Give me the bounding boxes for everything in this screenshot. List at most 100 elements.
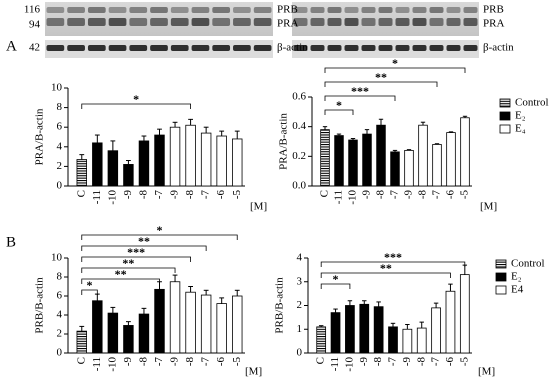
marker-label: 94 — [29, 19, 41, 31]
blot-band — [327, 7, 342, 13]
blot-band — [327, 45, 342, 51]
blot-band — [212, 7, 231, 13]
y-tick-label: 0 — [57, 180, 63, 192]
band-label: β-actin — [277, 42, 308, 54]
marker-label: 42 — [29, 42, 40, 54]
x-tick-label: -8 — [417, 190, 429, 200]
significance-label: ** — [122, 256, 134, 270]
bar — [446, 132, 456, 187]
bar — [348, 139, 358, 187]
x-tick-label: -10 — [106, 357, 118, 372]
x-tick-label: -7 — [431, 190, 443, 200]
x-tick-label: -9 — [122, 357, 134, 367]
blot-band — [463, 45, 478, 51]
y-tick-label: 0 — [57, 347, 63, 359]
significance-label: ** — [380, 261, 392, 275]
blot-band — [361, 7, 376, 13]
x-tick-label: -6 — [445, 190, 457, 200]
bar — [232, 295, 243, 354]
blot-band — [108, 45, 127, 51]
bar — [432, 144, 442, 187]
significance-label: * — [133, 92, 139, 106]
blot-band — [293, 18, 308, 26]
y-tick-label: 2 — [57, 328, 63, 340]
bar — [169, 126, 181, 187]
legend-label: E₂ — [511, 271, 522, 283]
x-tick-label: -8 — [184, 357, 196, 367]
panel-label: B — [6, 234, 16, 250]
bar — [359, 303, 370, 354]
bar — [431, 307, 441, 354]
blot-band — [293, 45, 308, 51]
x-tick-label: -8 — [415, 357, 427, 367]
legend-swatch — [499, 124, 511, 134]
significance-bracket — [320, 261, 466, 267]
band-label: PRB — [277, 4, 298, 16]
x-tick-label: -8 — [184, 190, 196, 200]
bar — [404, 149, 414, 187]
bar — [460, 117, 470, 187]
legend-swatch — [499, 98, 511, 108]
bar — [320, 129, 330, 187]
x-tick-label: -8 — [375, 190, 387, 200]
blot-band — [67, 18, 85, 26]
bar — [459, 274, 470, 354]
blot-band — [446, 45, 461, 51]
bar — [216, 303, 227, 354]
blot-band — [395, 45, 410, 51]
bar — [123, 164, 134, 187]
marker-label: 116 — [24, 4, 41, 16]
y-tick-label: 8 — [57, 271, 63, 283]
blot-band — [129, 18, 148, 26]
bar — [216, 135, 227, 187]
x-tick-label: -8 — [137, 190, 149, 200]
bar — [345, 305, 355, 354]
blot-band — [233, 18, 251, 26]
blot-band — [212, 18, 231, 26]
x-tick-label: -10 — [347, 190, 359, 205]
band-label: β-actin — [483, 42, 514, 54]
bar — [445, 290, 456, 354]
blot-band — [67, 45, 85, 51]
x-unit-label: [M] — [480, 201, 497, 213]
band-label: PRB — [483, 4, 504, 16]
bar — [402, 328, 413, 354]
blot-band — [344, 7, 359, 13]
y-tick-label: 0 — [297, 347, 303, 359]
legend-swatch — [495, 259, 507, 269]
blot-band — [108, 18, 127, 26]
significance-bracket — [81, 103, 191, 109]
x-tick-label: -9 — [401, 357, 413, 367]
x-tick-label: -5 — [231, 190, 243, 200]
blot-band — [233, 45, 251, 51]
bar — [232, 138, 243, 187]
significance-bracket — [81, 267, 176, 273]
blot-band — [446, 18, 461, 26]
y-axis-label: PRA/B-actin — [278, 113, 290, 170]
y-tick-label: 6 — [57, 290, 63, 302]
blot-band — [412, 7, 427, 13]
x-tick-label: -9 — [358, 357, 370, 367]
bar — [418, 124, 428, 187]
y-tick-label: 4 — [297, 252, 303, 264]
x-tick-label: -5 — [231, 357, 243, 367]
bar — [107, 312, 119, 354]
band-label: PRA — [277, 18, 298, 30]
significance-bracket — [81, 256, 191, 262]
y-tick-label: 10 — [51, 252, 63, 264]
y-tick-label: 0.0 — [292, 180, 306, 192]
bar — [390, 151, 400, 187]
blot-band — [108, 7, 127, 13]
blot-band — [344, 45, 359, 51]
x-tick-label: -5 — [459, 190, 471, 200]
x-tick-label: -7 — [200, 190, 212, 200]
x-tick-label: -10 — [343, 357, 355, 372]
blot-band — [150, 18, 168, 26]
bar — [92, 142, 103, 187]
bar — [123, 325, 134, 354]
x-tick-label: C — [315, 357, 327, 364]
blot-band — [129, 45, 148, 51]
panel-label: A — [6, 38, 17, 54]
significance-bracket — [81, 245, 207, 251]
bar — [76, 330, 87, 354]
